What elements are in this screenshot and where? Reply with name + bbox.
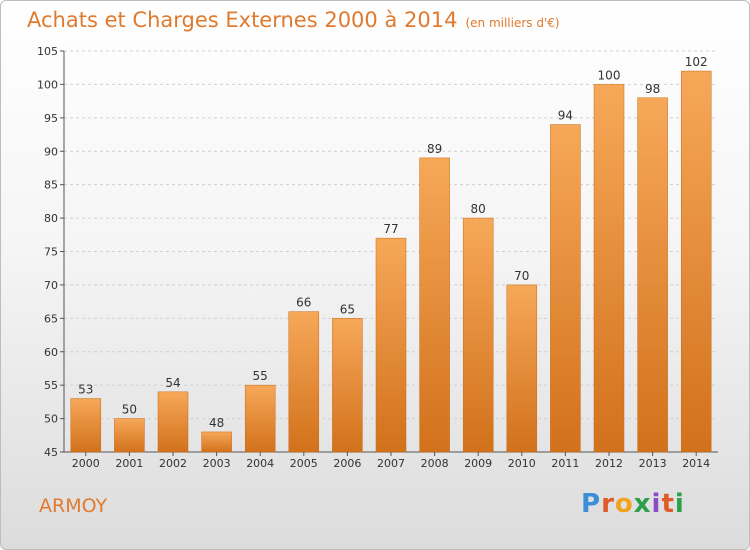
logo-letter: i xyxy=(651,489,662,519)
bar xyxy=(244,384,276,453)
bar-value-label: 48 xyxy=(209,416,224,430)
bar xyxy=(680,70,712,453)
y-tick-label: 50 xyxy=(44,413,58,426)
y-tick-label: 100 xyxy=(37,78,58,91)
commune-name: ARMOY xyxy=(39,495,108,517)
x-tick-label: 2008 xyxy=(421,457,449,470)
y-tick-label: 70 xyxy=(44,279,58,292)
bar-value-label: 66 xyxy=(296,296,311,310)
bar xyxy=(419,157,450,453)
y-tick-label: 60 xyxy=(44,346,58,359)
bar xyxy=(593,84,625,453)
bar xyxy=(462,217,494,453)
x-tick-label: 2006 xyxy=(333,457,361,470)
bar-value-label: 55 xyxy=(253,369,268,383)
logo-letter: x xyxy=(633,489,652,519)
bar-value-label: 98 xyxy=(645,82,660,96)
proxiti-logo[interactable]: Proxiti xyxy=(581,489,685,519)
x-tick-label: 2013 xyxy=(639,457,667,470)
chart-subtitle: (en milliers d'€) xyxy=(465,16,560,30)
y-tick-label: 95 xyxy=(44,112,58,125)
bar xyxy=(637,97,668,453)
bar-value-label: 77 xyxy=(383,222,398,236)
x-tick-label: 2011 xyxy=(551,457,579,470)
bar xyxy=(288,311,320,453)
bar-value-label: 53 xyxy=(78,383,93,397)
bar xyxy=(201,431,232,453)
bar-value-label: 80 xyxy=(471,202,486,216)
logo-letter: P xyxy=(581,489,602,519)
logo-letter: i xyxy=(674,489,685,519)
bar xyxy=(157,391,189,453)
x-tick-label: 2009 xyxy=(464,457,492,470)
bar xyxy=(114,418,145,453)
bar-value-label: 54 xyxy=(165,376,180,390)
x-tick-label: 2012 xyxy=(595,457,623,470)
chart-title: Achats et Charges Externes 2000 à 2014 (e… xyxy=(27,8,560,32)
bar xyxy=(332,318,363,453)
x-tick-label: 2005 xyxy=(290,457,318,470)
bar-value-label: 89 xyxy=(427,142,442,156)
y-tick-label: 105 xyxy=(37,45,58,58)
logo-letter: r xyxy=(601,489,615,519)
y-tick-label: 75 xyxy=(44,246,58,259)
bar xyxy=(506,284,538,453)
x-tick-label: 2010 xyxy=(508,457,536,470)
y-tick-label: 55 xyxy=(44,379,58,392)
y-tick-label: 90 xyxy=(44,145,58,158)
bar-value-label: 50 xyxy=(122,403,137,417)
bar xyxy=(375,237,407,453)
x-tick-label: 2014 xyxy=(682,457,710,470)
logo-letter: t xyxy=(661,489,675,519)
bar-value-label: 94 xyxy=(558,109,573,123)
chart-title-text: Achats et Charges Externes 2000 à 2014 xyxy=(27,8,458,32)
bar-value-label: 100 xyxy=(598,68,621,82)
x-tick-label: 2007 xyxy=(377,457,405,470)
x-tick-label: 2004 xyxy=(246,457,274,470)
bar-value-label: 65 xyxy=(340,302,355,316)
y-tick-label: 65 xyxy=(44,312,58,325)
bar-value-label: 102 xyxy=(685,55,708,69)
x-tick-label: 2000 xyxy=(72,457,100,470)
bar xyxy=(70,398,102,453)
x-tick-label: 2003 xyxy=(203,457,231,470)
y-tick-label: 80 xyxy=(44,212,58,225)
y-tick-label: 85 xyxy=(44,179,58,192)
bar xyxy=(550,124,581,453)
bar-value-label: 70 xyxy=(514,269,529,283)
logo-letter: o xyxy=(614,489,634,519)
x-tick-label: 2002 xyxy=(159,457,187,470)
x-tick-label: 2001 xyxy=(115,457,143,470)
y-tick-label: 45 xyxy=(44,446,58,459)
